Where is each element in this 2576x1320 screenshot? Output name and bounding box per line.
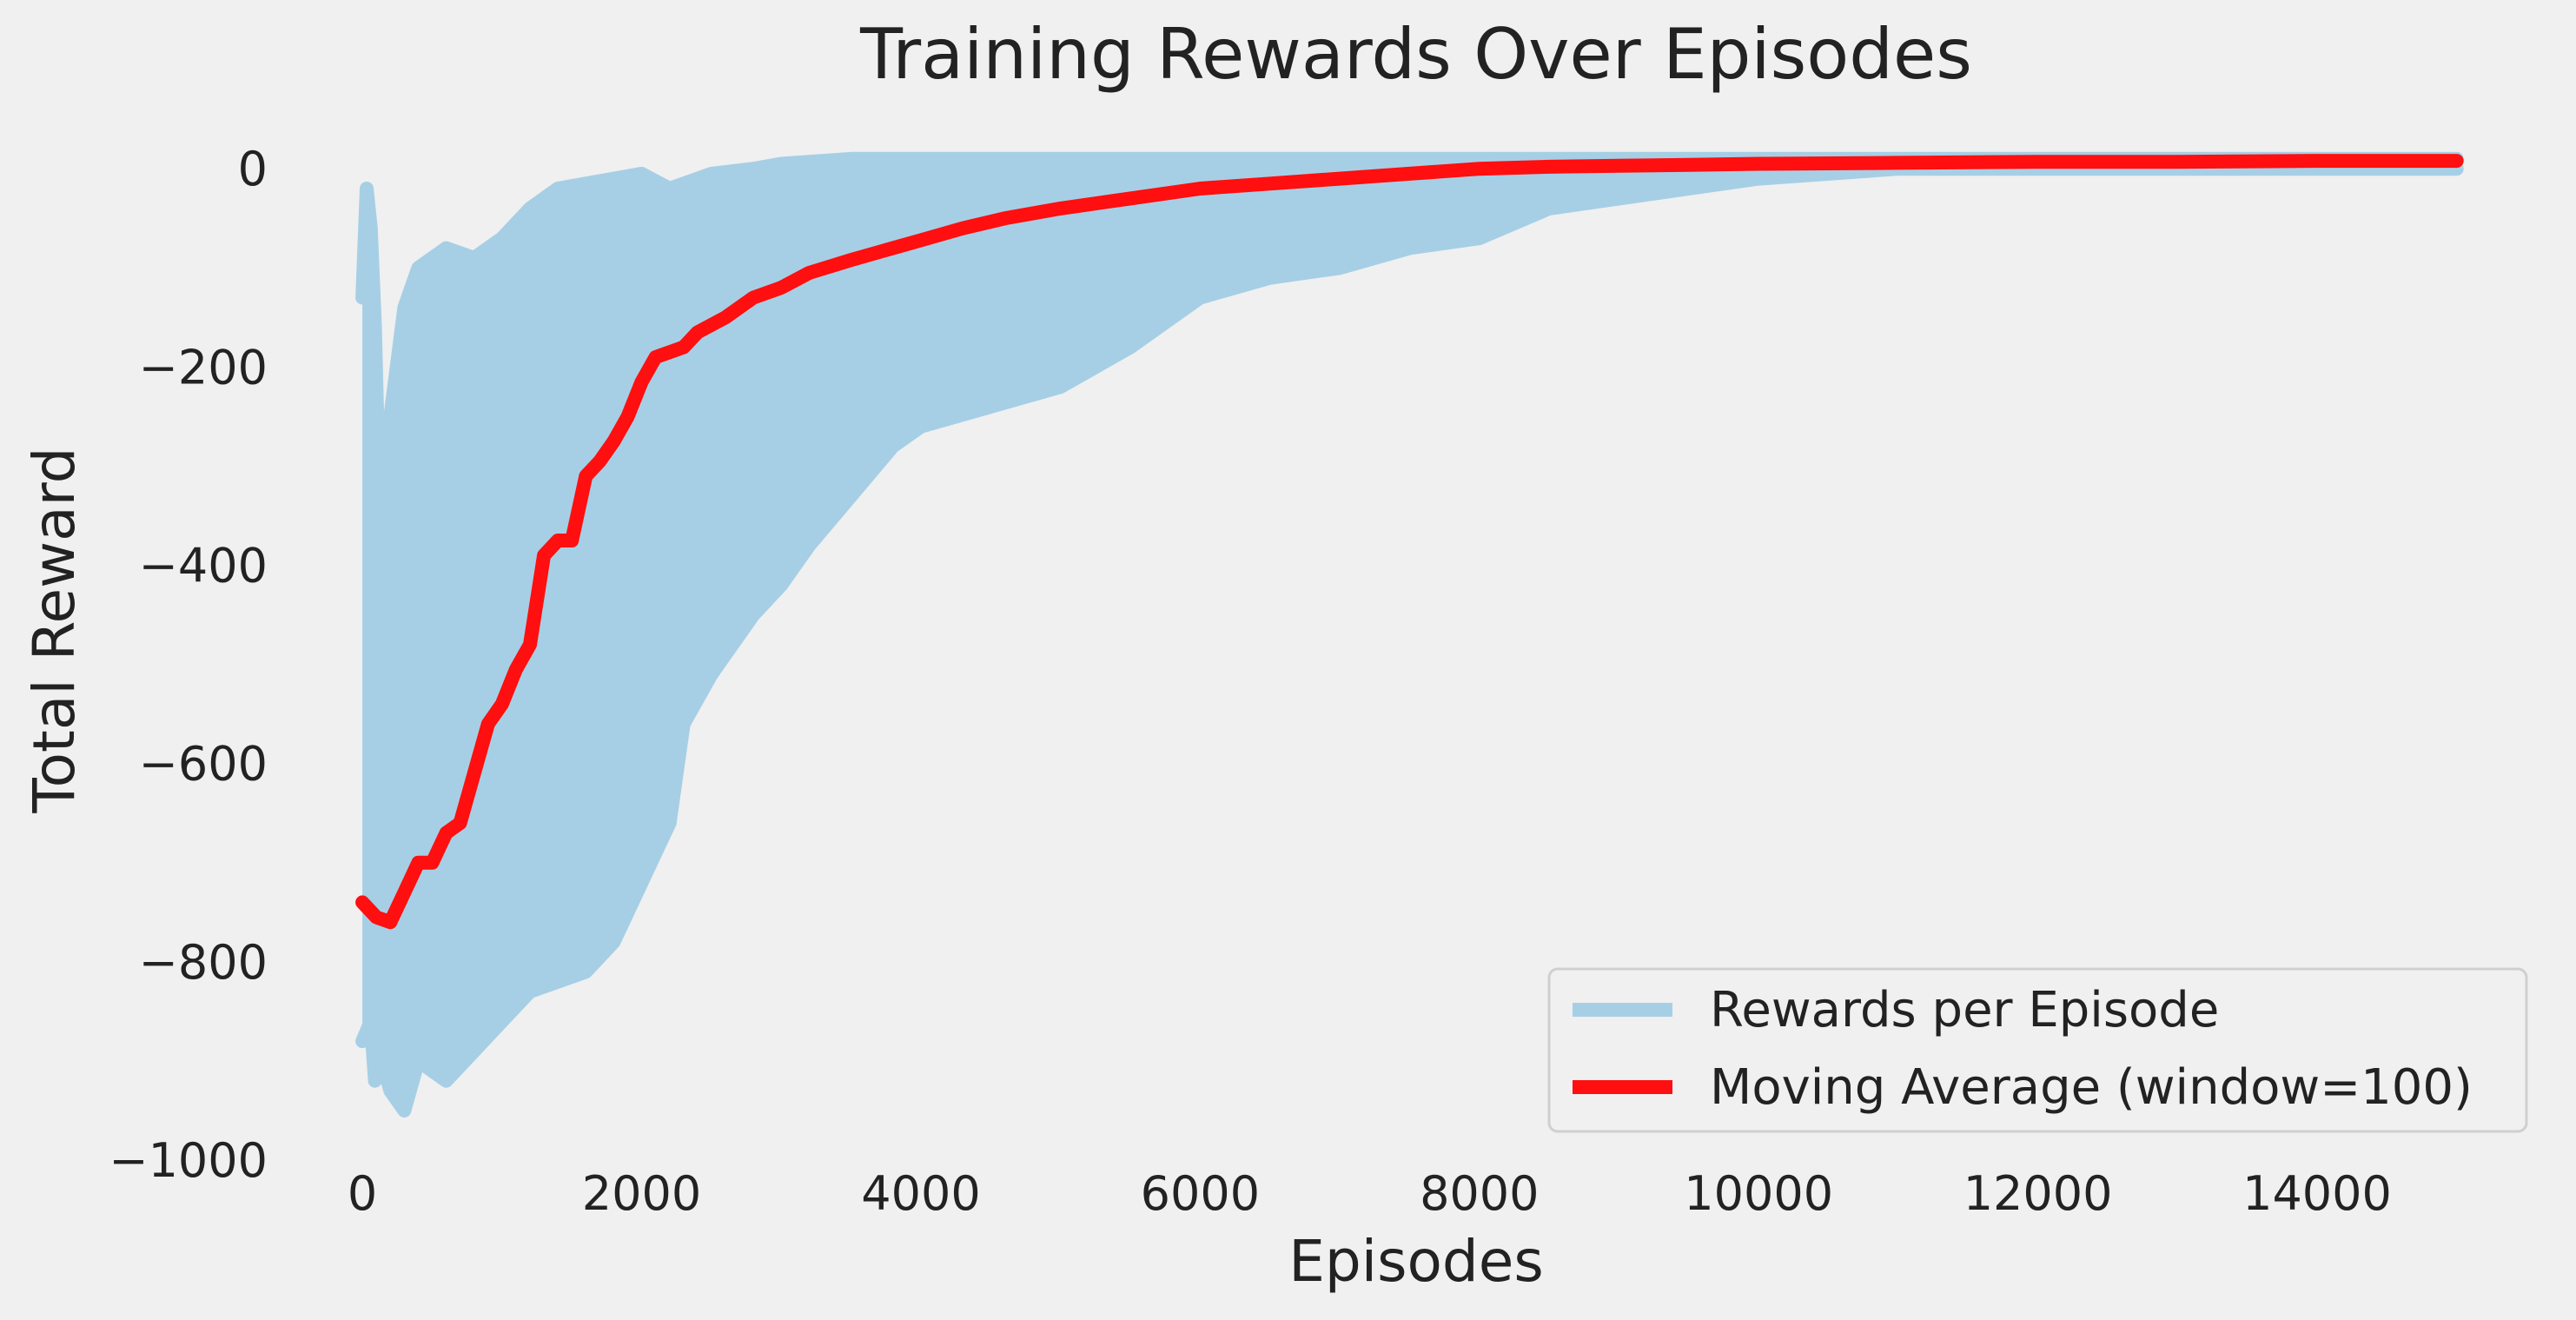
y-axis-ticks: 0 −200 −400 −600 −800 −1000 (109, 142, 268, 1188)
x-tick-label: 8000 (1420, 1166, 1539, 1221)
y-tick-label: 0 (238, 142, 268, 196)
legend-label-rewards-per-episode: Rewards per Episode (1710, 982, 2219, 1038)
y-tick-label: −400 (139, 539, 268, 594)
y-tick-label: −200 (139, 340, 268, 395)
moving-average-line (355, 154, 2464, 930)
x-tick-label: 10000 (1684, 1166, 1833, 1221)
legend: Rewards per Episode Moving Average (wind… (1547, 967, 2528, 1133)
x-tick-label: 6000 (1141, 1166, 1260, 1221)
y-tick-label: −1000 (109, 1133, 268, 1188)
rewards-per-episode-lower-line (355, 162, 2464, 1118)
x-tick-label: 0 (348, 1166, 377, 1221)
y-tick-label: −800 (139, 935, 268, 990)
x-tick-label: 14000 (2242, 1166, 2392, 1221)
y-axis-label: Total Reward (21, 448, 88, 814)
plot-area (355, 151, 2464, 1118)
x-tick-label: 4000 (861, 1166, 980, 1221)
legend-box (1547, 967, 2528, 1133)
y-tick-label: −600 (139, 737, 268, 792)
legend-label-moving-average: Moving Average (window=100) (1710, 1059, 2473, 1116)
chart-title: Training Rewards Over Episodes (859, 14, 1972, 95)
x-axis-ticks: 0 2000 4000 6000 8000 10000 12000 14000 (348, 1166, 2392, 1221)
rewards-per-episode-band (362, 158, 2457, 1111)
x-axis-label: Episodes (1288, 1228, 1544, 1295)
x-tick-label: 2000 (582, 1166, 701, 1221)
x-tick-label: 12000 (1963, 1166, 2113, 1221)
